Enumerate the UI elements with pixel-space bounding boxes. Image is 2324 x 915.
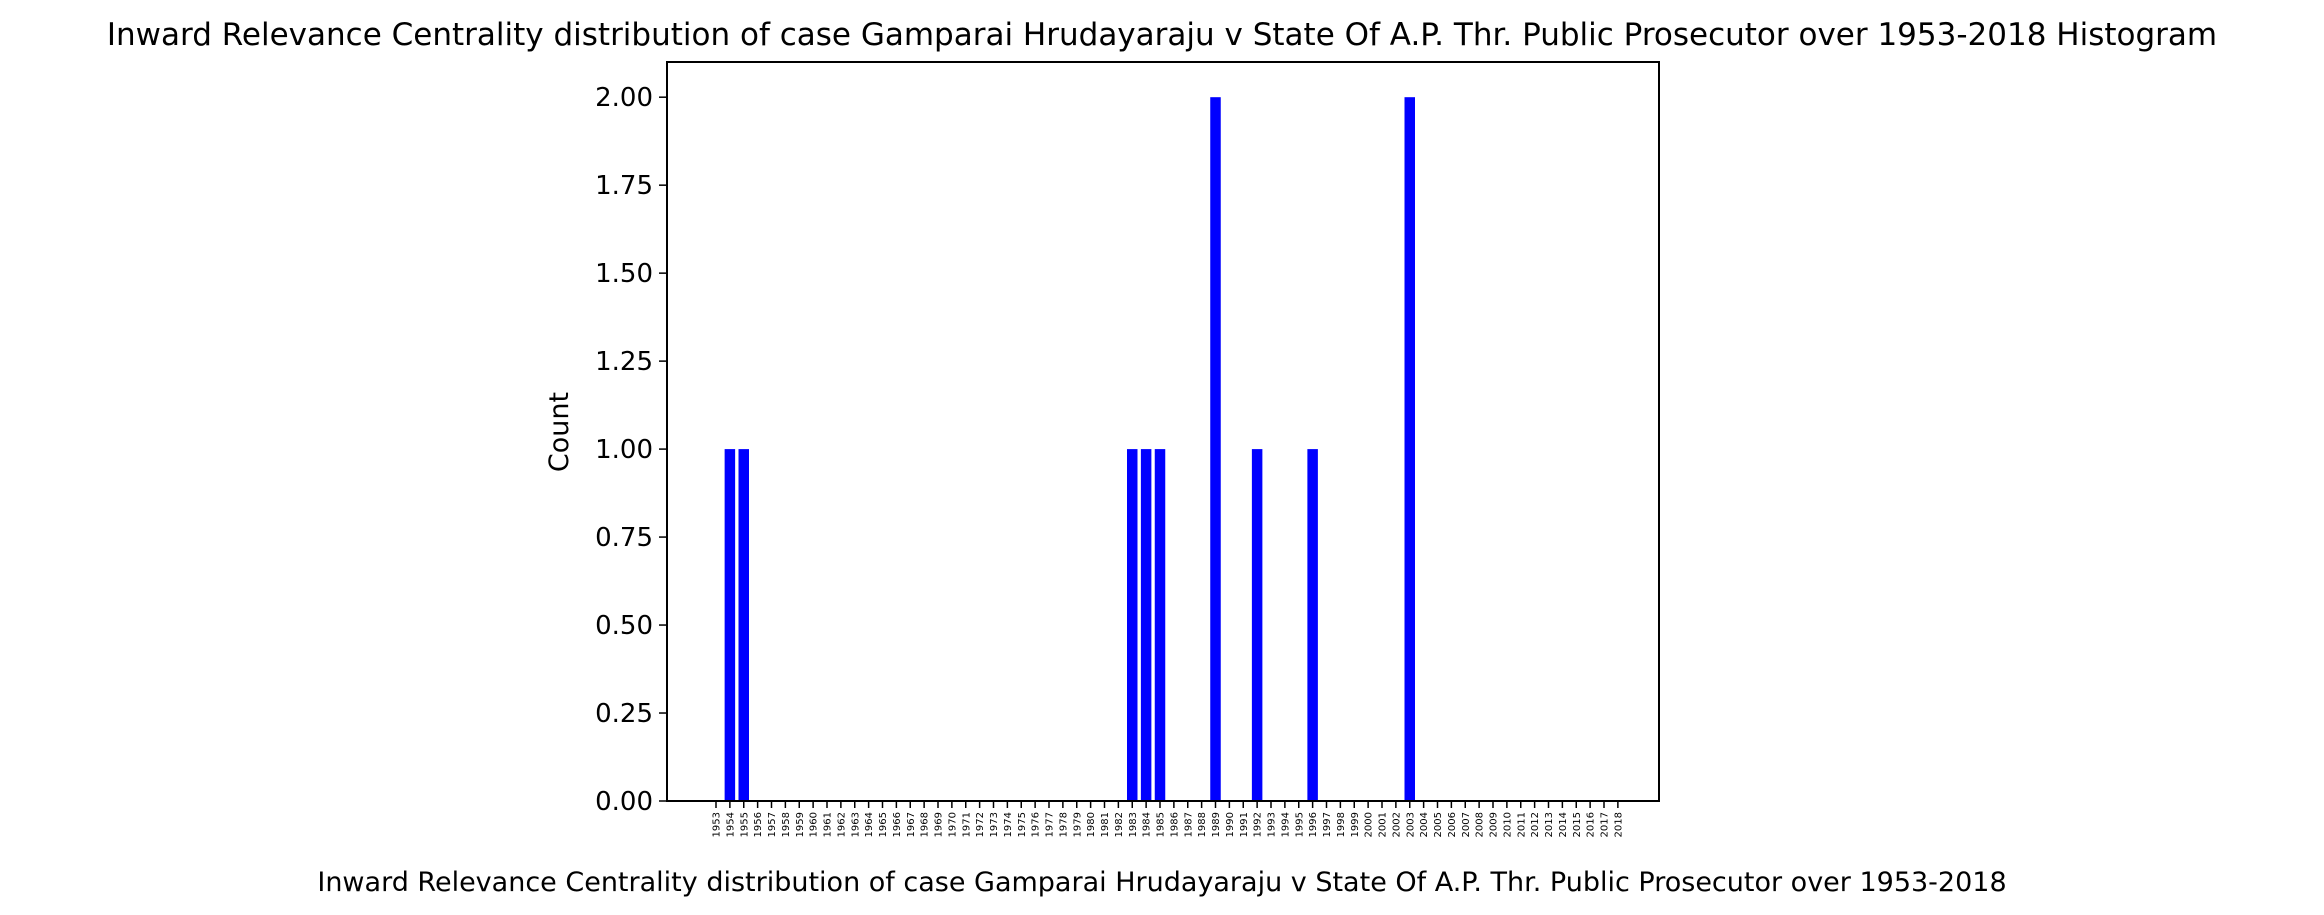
x-tick-label-2004: 2004 [1419, 812, 1430, 837]
x-tick-label-2014: 2014 [1558, 812, 1569, 837]
x-tick-label-1963: 1963 [850, 812, 861, 837]
plot-frame [666, 61, 1660, 802]
y-tick-label-2.00: 2.00 [595, 83, 653, 113]
x-tick-label-2017: 2017 [1600, 812, 1611, 837]
x-tick-label-1974: 1974 [1003, 812, 1014, 837]
y-axis-label: Count [544, 392, 575, 472]
x-tick-label-2008: 2008 [1475, 812, 1486, 837]
x-tick-label-2013: 2013 [1544, 812, 1555, 837]
x-tick-label-2005: 2005 [1433, 812, 1444, 837]
y-tick-label-1.00: 1.00 [595, 435, 653, 465]
x-tick-label-1978: 1978 [1058, 812, 1069, 837]
x-tick-label-1988: 1988 [1197, 812, 1208, 837]
x-tick-label-1990: 1990 [1225, 812, 1236, 837]
x-tick-label-1980: 1980 [1086, 812, 1097, 837]
bar-1954 [724, 449, 736, 801]
x-tick-label-1985: 1985 [1156, 812, 1167, 837]
x-tick-label-2003: 2003 [1405, 812, 1416, 837]
y-tick-label-1.50: 1.50 [595, 259, 653, 289]
y-tick-label-1.75: 1.75 [595, 171, 653, 201]
x-tick-label-1967: 1967 [906, 812, 917, 837]
x-tick-label-1989: 1989 [1211, 812, 1222, 837]
x-tick-label-1969: 1969 [934, 812, 945, 837]
bar-2003 [1404, 97, 1415, 801]
x-tick-label-2009: 2009 [1489, 812, 1500, 837]
bar-1984 [1140, 449, 1152, 801]
x-tick-label-1986: 1986 [1169, 812, 1180, 837]
x-tick-label-1973: 1973 [989, 812, 1000, 837]
x-tick-label-1983: 1983 [1128, 812, 1139, 837]
x-tick-label-1962: 1962 [836, 812, 847, 837]
x-tick-label-1966: 1966 [892, 812, 903, 837]
x-tick-label-1976: 1976 [1031, 812, 1042, 837]
x-tick-label-1965: 1965 [878, 812, 889, 837]
bar-1955 [738, 449, 749, 801]
y-axis-ticks: 0.00 0.25 0.50 0.75 1.00 1.25 1.50 1.75 2.00 [595, 83, 667, 817]
chart-title: Inward Relevance Centrality distribution… [107, 17, 2217, 53]
x-axis-ticks: 1953 1954 1955 1956 1957 1958 1959 1960 1961 1962… [712, 801, 1624, 837]
x-tick-label-1958: 1958 [781, 812, 792, 837]
x-tick-label-1977: 1977 [1045, 812, 1056, 837]
x-tick-label-1981: 1981 [1100, 812, 1111, 837]
x-tick-label-1982: 1982 [1114, 812, 1125, 837]
x-tick-label-1971: 1971 [961, 812, 972, 837]
y-tick-label-0.25: 0.25 [595, 699, 653, 729]
x-tick-label-1959: 1959 [795, 812, 806, 837]
x-tick-label-1997: 1997 [1322, 812, 1333, 837]
y-tick-label-0.00: 0.00 [595, 787, 653, 817]
x-tick-label-2015: 2015 [1572, 812, 1583, 837]
bar-1996 [1307, 449, 1318, 801]
bar-1989 [1210, 97, 1221, 801]
x-tick-label-1961: 1961 [823, 812, 834, 837]
x-tick-label-2010: 2010 [1502, 812, 1513, 837]
bar-1992 [1251, 449, 1263, 801]
x-tick-label-2012: 2012 [1530, 812, 1541, 837]
x-tick-label-2016: 2016 [1586, 812, 1597, 837]
x-tick-label-1957: 1957 [767, 812, 778, 837]
x-tick-label-2007: 2007 [1461, 812, 1472, 837]
x-tick-label-1970: 1970 [947, 812, 958, 837]
x-tick-label-1979: 1979 [1072, 812, 1083, 837]
x-tick-label-1994: 1994 [1280, 812, 1291, 837]
x-tick-label-2002: 2002 [1391, 812, 1402, 837]
x-tick-label-1964: 1964 [864, 812, 875, 837]
x-tick-label-1953: 1953 [712, 812, 723, 837]
x-tick-label-2006: 2006 [1447, 812, 1458, 837]
x-tick-label-1996: 1996 [1308, 812, 1319, 837]
x-tick-label-1968: 1968 [920, 812, 931, 837]
x-tick-label-1955: 1955 [739, 812, 750, 837]
x-tick-label-1987: 1987 [1183, 812, 1194, 837]
y-tick-label-1.25: 1.25 [595, 347, 653, 377]
x-tick-label-1993: 1993 [1267, 812, 1278, 837]
x-tick-label-1999: 1999 [1350, 812, 1361, 837]
x-tick-label-1992: 1992 [1253, 812, 1264, 837]
bar-1985 [1154, 449, 1166, 801]
x-tick-label-1975: 1975 [1017, 812, 1028, 837]
x-tick-label-1998: 1998 [1336, 812, 1347, 837]
x-tick-label-2018: 2018 [1613, 812, 1624, 837]
bar-1983 [1127, 449, 1138, 801]
x-tick-label-1972: 1972 [975, 812, 986, 837]
y-tick-label-0.50: 0.50 [595, 611, 653, 641]
y-tick-label-0.75: 0.75 [595, 523, 653, 553]
x-tick-label-1995: 1995 [1294, 812, 1305, 837]
x-tick-label-1991: 1991 [1239, 812, 1250, 837]
x-tick-label-2011: 2011 [1516, 812, 1527, 837]
bars-group [724, 97, 1415, 801]
x-tick-label-1956: 1956 [753, 812, 764, 837]
x-tick-label-1960: 1960 [809, 812, 820, 837]
x-axis-label: Inward Relevance Centrality distribution… [317, 867, 2006, 898]
x-tick-label-2000: 2000 [1364, 812, 1375, 837]
x-tick-label-2001: 2001 [1378, 812, 1389, 837]
x-tick-label-1984: 1984 [1142, 812, 1153, 837]
x-tick-label-1954: 1954 [725, 812, 736, 837]
